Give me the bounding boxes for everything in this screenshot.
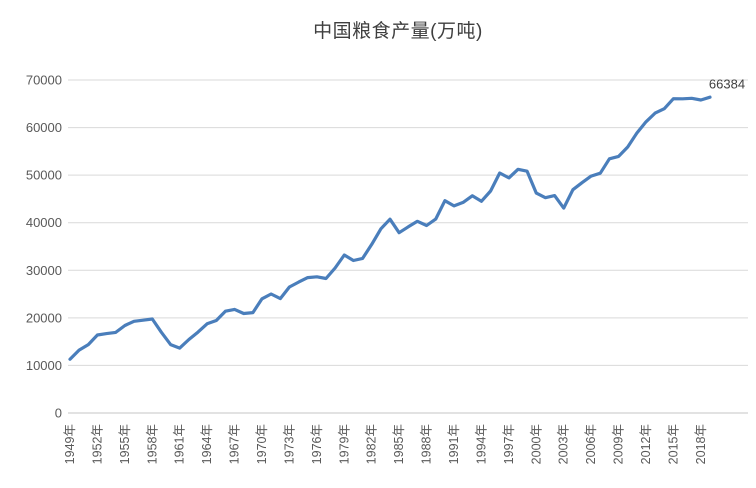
- x-axis-tick-label: 2012年: [639, 424, 653, 464]
- x-axis-tick-label: 1961年: [173, 424, 187, 464]
- x-axis-tick-label: 1994年: [474, 424, 488, 464]
- x-axis-tick-label: 1958年: [145, 424, 159, 464]
- x-axis-tick-label: 2000年: [529, 424, 543, 464]
- x-axis-tick-label: 1988年: [420, 424, 434, 464]
- x-axis-tick-label: 2006年: [584, 424, 598, 464]
- x-axis-tick-label: 2003年: [557, 424, 571, 464]
- x-axis-tick-label: 2018年: [694, 424, 708, 464]
- chart-title: 中国粮食产量(万吨): [313, 21, 483, 42]
- x-axis-tick-label: 1976年: [310, 424, 324, 464]
- x-axis-tick-label: 1955年: [118, 424, 132, 464]
- x-axis-tick-label: 1949年: [63, 424, 77, 464]
- y-axis-tick-label: 0: [55, 406, 62, 421]
- x-axis-tick-label: 1973年: [282, 424, 296, 464]
- y-axis-tick-label: 40000: [26, 215, 62, 230]
- y-axis-tick-label: 20000: [26, 310, 62, 325]
- y-axis-tick-label: 60000: [26, 120, 62, 135]
- data-label-last-point: 66384: [709, 77, 745, 92]
- x-axis-tick-label: 1982年: [365, 424, 379, 464]
- x-axis-tick-label: 1991年: [447, 424, 461, 464]
- x-axis-tick-label: 1970年: [255, 424, 269, 464]
- x-axis-tick-label: 1964年: [200, 424, 214, 464]
- x-axis-tick-label: 2015年: [666, 424, 680, 464]
- y-axis-tick-label: 30000: [26, 263, 62, 278]
- x-axis-tick-label: 1952年: [90, 424, 104, 464]
- x-axis-tick-label: 1985年: [392, 424, 406, 464]
- x-axis-tick-label: 1967年: [228, 424, 242, 464]
- y-axis-tick-label: 70000: [26, 73, 62, 88]
- x-axis-tick-label: 1979年: [337, 424, 351, 464]
- y-axis-tick-label: 50000: [26, 168, 62, 183]
- x-axis-tick-label: 1997年: [502, 424, 516, 464]
- x-axis-tick-label: 2009年: [612, 424, 626, 464]
- y-axis-tick-label: 10000: [26, 358, 62, 373]
- data-series-line: [68, 95, 712, 361]
